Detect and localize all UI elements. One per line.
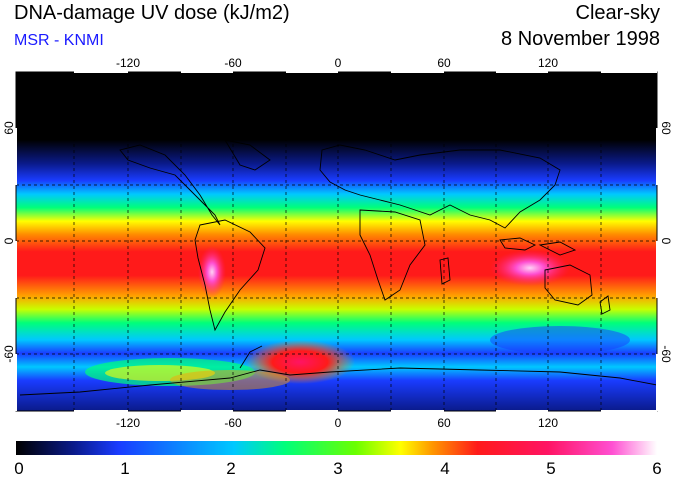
lon-label: -120 bbox=[116, 416, 140, 430]
lon-label: 120 bbox=[538, 416, 558, 430]
lat-label: 60 bbox=[659, 121, 673, 135]
map-date: 8 November 1998 bbox=[501, 28, 660, 50]
indonesia-hotspot bbox=[490, 250, 570, 286]
lon-label: 0 bbox=[335, 56, 342, 70]
sky-condition: Clear-sky bbox=[575, 2, 660, 24]
lat-labels-left: 60 0 -60 bbox=[2, 121, 16, 363]
lat-label: 60 bbox=[2, 121, 16, 135]
lon-label: -60 bbox=[224, 416, 242, 430]
lon-label: -120 bbox=[116, 56, 140, 70]
lat-labels-right: 60 0 -60 bbox=[659, 121, 673, 363]
coastlines bbox=[19, 139, 657, 396]
colorbar-label: 0 bbox=[14, 459, 23, 478]
colorbar-label: 1 bbox=[120, 459, 129, 478]
lat-label: -60 bbox=[659, 345, 673, 363]
uv-dose-field bbox=[16, 72, 657, 411]
colorbar-label: 3 bbox=[333, 459, 342, 478]
lon-label: 0 bbox=[335, 416, 342, 430]
colorbar bbox=[16, 441, 657, 455]
lon-label: -60 bbox=[224, 56, 242, 70]
lon-label: 60 bbox=[437, 56, 451, 70]
colorbar-label: 2 bbox=[226, 459, 235, 478]
map-source: MSR - KNMI bbox=[14, 32, 104, 49]
colorbar-label: 5 bbox=[546, 459, 555, 478]
colorbar-label: 6 bbox=[652, 459, 661, 478]
map-title: DNA-damage UV dose (kJ/m2) bbox=[14, 2, 290, 24]
lon-label: 120 bbox=[538, 56, 558, 70]
andes-hotspot bbox=[198, 246, 226, 298]
graticule bbox=[16, 72, 657, 411]
lon-labels-top: -120 -60 0 60 120 bbox=[116, 56, 558, 70]
lat-label: 0 bbox=[2, 237, 16, 244]
colorbar-label: 4 bbox=[440, 459, 449, 478]
lon-label: 60 bbox=[437, 416, 451, 430]
colorbar-labels: 0 1 2 3 4 5 6 bbox=[14, 459, 661, 478]
lon-labels-bottom: -120 -60 0 60 120 bbox=[116, 416, 558, 430]
frame-ticks bbox=[15, 71, 658, 412]
lat-label: 0 bbox=[659, 238, 673, 245]
lat-label: -60 bbox=[2, 345, 16, 363]
